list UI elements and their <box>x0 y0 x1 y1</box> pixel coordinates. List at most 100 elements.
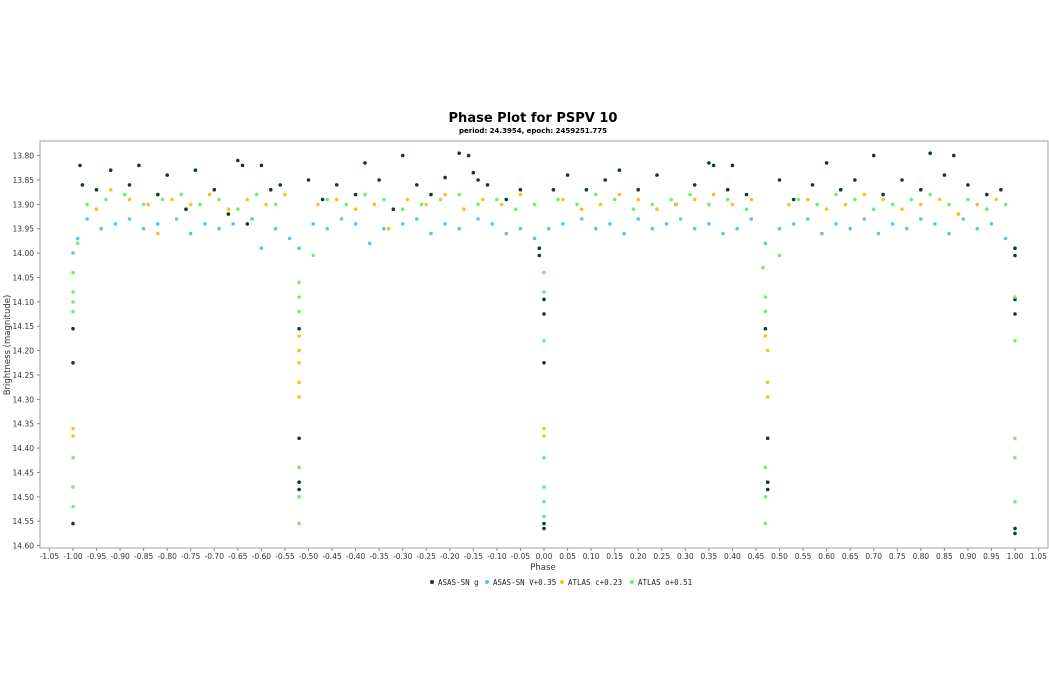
data-point <box>504 197 509 202</box>
data-point <box>815 202 819 207</box>
legend: ASAS-SN g ASAS-SN V+0.35 ATLAS c+0.23 ATLAS… <box>430 578 692 587</box>
data-point <box>542 499 546 504</box>
data-point <box>476 202 480 207</box>
data-point <box>372 202 377 207</box>
data-point <box>316 202 320 207</box>
data-point <box>443 192 447 197</box>
data-point <box>664 222 669 226</box>
data-point <box>297 295 301 299</box>
data-point <box>765 436 770 441</box>
data-point <box>226 207 231 211</box>
data-point <box>598 202 603 207</box>
data-point <box>551 187 556 192</box>
x-tick-label: -0.85 <box>134 552 154 561</box>
data-point <box>636 197 640 202</box>
data-point <box>283 192 287 197</box>
data-point <box>457 226 462 231</box>
data-point <box>763 334 768 338</box>
data-point <box>476 178 480 182</box>
data-point <box>711 192 716 197</box>
data-point <box>608 222 612 226</box>
data-point <box>975 226 980 231</box>
data-point <box>956 212 961 216</box>
x-tick-label: -1.05 <box>40 552 60 561</box>
data-point <box>876 231 881 236</box>
data-point <box>71 300 75 304</box>
data-point <box>542 297 546 302</box>
data-point <box>481 197 485 202</box>
data-point <box>834 222 838 226</box>
data-point <box>518 226 523 231</box>
data-point <box>834 192 838 197</box>
data-point <box>542 434 546 438</box>
data-point <box>485 183 490 187</box>
data-point <box>707 222 711 226</box>
data-point <box>928 151 932 155</box>
data-point <box>537 253 542 258</box>
data-point <box>127 217 132 221</box>
data-point <box>848 226 852 231</box>
data-point <box>711 163 716 168</box>
y-tick-label: 13.95 <box>13 225 35 234</box>
data-point <box>513 207 518 211</box>
x-tick-label: 0.05 <box>559 552 576 561</box>
data-point <box>919 202 923 207</box>
data-point <box>273 202 278 207</box>
data-point <box>744 207 749 211</box>
data-point <box>80 183 85 187</box>
x-tick-label: -0.95 <box>87 552 107 561</box>
data-point <box>391 207 396 211</box>
data-point <box>791 197 796 202</box>
data-point <box>85 217 89 221</box>
data-point <box>692 226 697 231</box>
data-point <box>881 192 885 197</box>
data-point <box>532 202 537 207</box>
x-tick-label: -0.50 <box>299 552 319 561</box>
data-point <box>919 187 923 192</box>
data-point <box>297 348 301 353</box>
data-point <box>707 161 711 165</box>
data-point <box>765 395 770 399</box>
x-tick-label: 0.55 <box>795 552 812 561</box>
data-point <box>537 246 542 250</box>
data-point <box>761 265 765 270</box>
data-point <box>952 153 956 158</box>
data-point <box>862 217 867 221</box>
data-point <box>636 217 640 221</box>
x-tick-label: -0.55 <box>275 552 295 561</box>
data-point <box>75 241 80 246</box>
data-point <box>928 192 932 197</box>
data-point <box>763 241 768 246</box>
x-tick-label: -0.15 <box>464 552 484 561</box>
x-tick-label: -0.25 <box>417 552 437 561</box>
data-point <box>777 253 782 258</box>
data-point <box>989 222 994 226</box>
data-point <box>900 178 904 182</box>
x-tick-label: -0.45 <box>322 552 342 561</box>
data-point <box>542 312 546 316</box>
data-point <box>320 197 325 202</box>
data-point <box>730 202 735 207</box>
data-point <box>919 217 923 221</box>
data-point <box>636 187 640 192</box>
data-point <box>765 487 770 492</box>
x-tick-label: 0.30 <box>677 552 694 561</box>
data-point <box>735 226 739 231</box>
data-point <box>297 465 301 470</box>
data-point <box>443 222 447 226</box>
data-point <box>838 187 843 192</box>
data-point <box>721 231 725 236</box>
data-point <box>881 197 885 202</box>
y-tick-label: 14.50 <box>13 493 35 502</box>
data-point <box>236 207 240 211</box>
data-point <box>273 226 278 231</box>
data-point <box>603 178 607 182</box>
x-tick-label: 0.00 <box>536 552 553 561</box>
y-tick-label: 14.55 <box>13 517 35 526</box>
data-point <box>546 226 551 231</box>
data-point <box>975 202 980 207</box>
data-point <box>561 197 565 202</box>
data-point <box>777 226 782 231</box>
legend-marker <box>485 580 489 584</box>
data-point <box>382 226 386 231</box>
